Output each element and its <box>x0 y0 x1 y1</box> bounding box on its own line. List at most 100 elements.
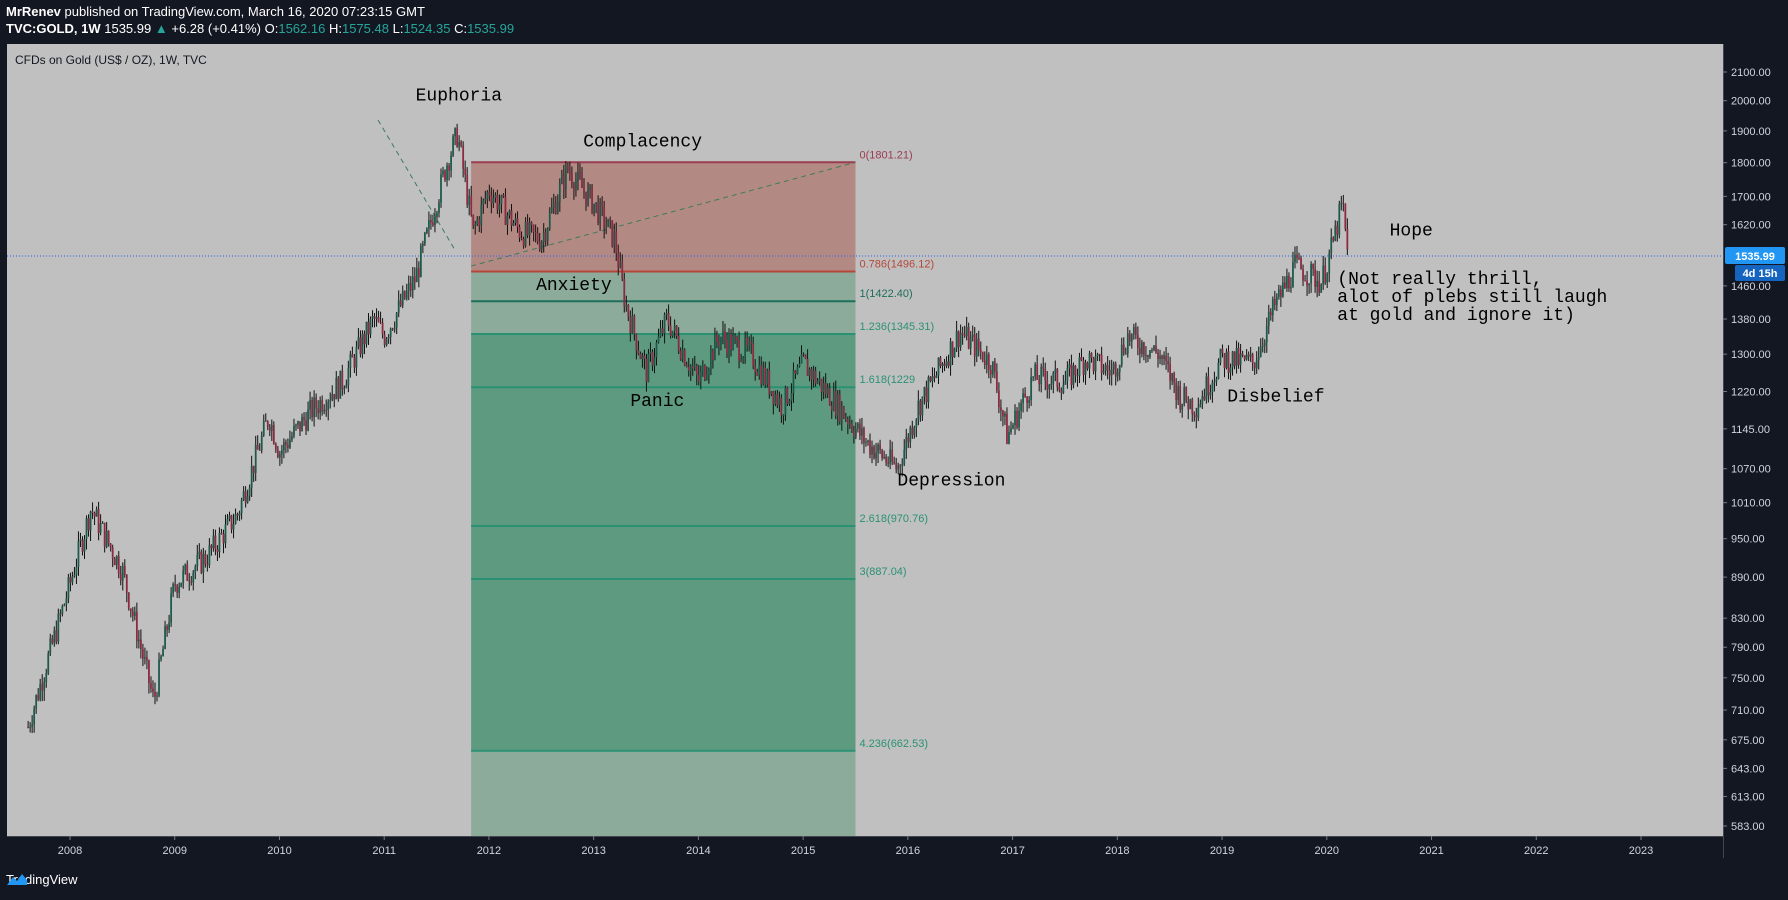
candle-body-541 <box>1116 371 1119 377</box>
candle-body-367 <box>766 370 769 385</box>
candle-body-38 <box>103 522 106 547</box>
candle-body-246 <box>522 238 525 246</box>
candle-body-460 <box>953 348 956 358</box>
candle-body-249 <box>528 222 531 236</box>
candle-body-563 <box>1161 355 1163 359</box>
tradingview-footer[interactable]: TradingView <box>6 872 78 887</box>
candle-body-547 <box>1128 333 1131 342</box>
current-price-tag-label: 1535.99 <box>1735 251 1775 263</box>
annotation-9: at gold and ignore it) <box>1337 306 1575 326</box>
candle-body-465 <box>963 334 966 337</box>
candle-body-208 <box>446 165 448 181</box>
candle-body-233 <box>496 194 499 210</box>
candle-body-426 <box>885 456 888 463</box>
candle-body-294 <box>619 262 622 268</box>
candle-body-5 <box>37 695 40 700</box>
candle-body-455 <box>943 363 946 366</box>
candle-body-311 <box>653 357 656 366</box>
candle-body-404 <box>840 406 843 422</box>
candle-body-292 <box>615 231 618 254</box>
candle-body-104 <box>236 514 239 516</box>
candle-body-605 <box>1245 354 1248 360</box>
candle-body-469 <box>971 334 974 338</box>
candle-body-78 <box>184 564 187 571</box>
candle-body-351 <box>734 336 736 338</box>
candle-body-243 <box>516 218 519 228</box>
candle-body-92 <box>212 535 215 549</box>
candle-body-155 <box>339 370 342 399</box>
candle-body-259 <box>548 212 551 229</box>
candle-body-436 <box>905 437 908 450</box>
candle-body-324 <box>679 350 682 360</box>
candle-body-485 <box>1004 413 1006 417</box>
candle-body-482 <box>998 390 1000 408</box>
y-tick-label-16: 790.00 <box>1731 642 1765 654</box>
candle-body-330 <box>691 366 694 369</box>
candle-body-337 <box>705 375 708 380</box>
candle-body-417 <box>867 440 869 443</box>
candle-body-33 <box>93 512 96 517</box>
candle-body-648 <box>1332 237 1335 241</box>
high-label: H: <box>328 21 342 36</box>
candle-body-413 <box>859 423 861 436</box>
last-price: 1535.99 <box>104 21 152 36</box>
candle-body-573 <box>1181 403 1184 410</box>
candle-body-540 <box>1114 363 1117 377</box>
candle-body-214 <box>458 141 461 147</box>
candle-body-229 <box>488 192 491 196</box>
candle-body-84 <box>196 554 199 567</box>
candle-body-228 <box>486 192 489 200</box>
candle-body-115 <box>258 449 261 451</box>
candle-body-120 <box>268 426 271 431</box>
fib-zone-extension <box>471 750 856 836</box>
candle-body-232 <box>494 194 497 199</box>
x-tick-label-15: 2023 <box>1629 845 1653 857</box>
candle-body-637 <box>1310 263 1312 284</box>
candle-body-496 <box>1026 396 1029 403</box>
candle-body-175 <box>379 322 382 324</box>
candle-body-283 <box>597 202 599 224</box>
candle-body-442 <box>917 400 920 420</box>
candle-body-211 <box>452 136 454 156</box>
candle-body-162 <box>353 357 356 368</box>
candle-body-184 <box>397 300 400 313</box>
candle-body-601 <box>1237 348 1240 366</box>
candle-body-447 <box>927 377 930 403</box>
candle-body-591 <box>1217 362 1220 379</box>
author-name[interactable]: MrRenev <box>6 4 61 19</box>
candle-body-647 <box>1330 237 1333 254</box>
candle-body-634 <box>1304 280 1306 282</box>
candle-body-411 <box>855 428 857 437</box>
ohlc-legend: TVC:GOLD, 1W 1535.99 ▲ +6.28 (+0.41%) O:… <box>6 21 514 36</box>
candle-body-616 <box>1267 311 1270 326</box>
candle-body-236 <box>502 195 505 197</box>
candle-body-498 <box>1030 377 1033 400</box>
candle-body-579 <box>1193 413 1196 416</box>
candle-body-570 <box>1175 383 1178 401</box>
candle-body-98 <box>224 524 227 544</box>
candle-body-389 <box>810 368 813 380</box>
y-tick-label-19: 675.00 <box>1731 735 1765 747</box>
candle-body-479 <box>991 361 994 375</box>
candle-body-218 <box>466 174 469 206</box>
candle-body-644 <box>1324 265 1327 283</box>
candle-body-613 <box>1261 345 1264 347</box>
candle-body-551 <box>1136 335 1139 348</box>
candle-body-487 <box>1008 431 1010 444</box>
candle-body-173 <box>375 317 378 319</box>
candle-body-51 <box>129 608 132 612</box>
candle-body-327 <box>685 365 688 367</box>
candle-body-87 <box>202 554 205 573</box>
candle-body-549 <box>1132 326 1135 335</box>
candle-body-143 <box>315 397 318 409</box>
candle-body-373 <box>778 397 781 405</box>
candle-body-295 <box>621 262 624 279</box>
candle-body-205 <box>440 174 442 203</box>
candle-body-83 <box>194 566 197 573</box>
candle-body-397 <box>826 387 829 395</box>
candle-body-183 <box>395 312 398 328</box>
candle-body-124 <box>276 449 279 458</box>
candle-body-440 <box>913 427 916 436</box>
